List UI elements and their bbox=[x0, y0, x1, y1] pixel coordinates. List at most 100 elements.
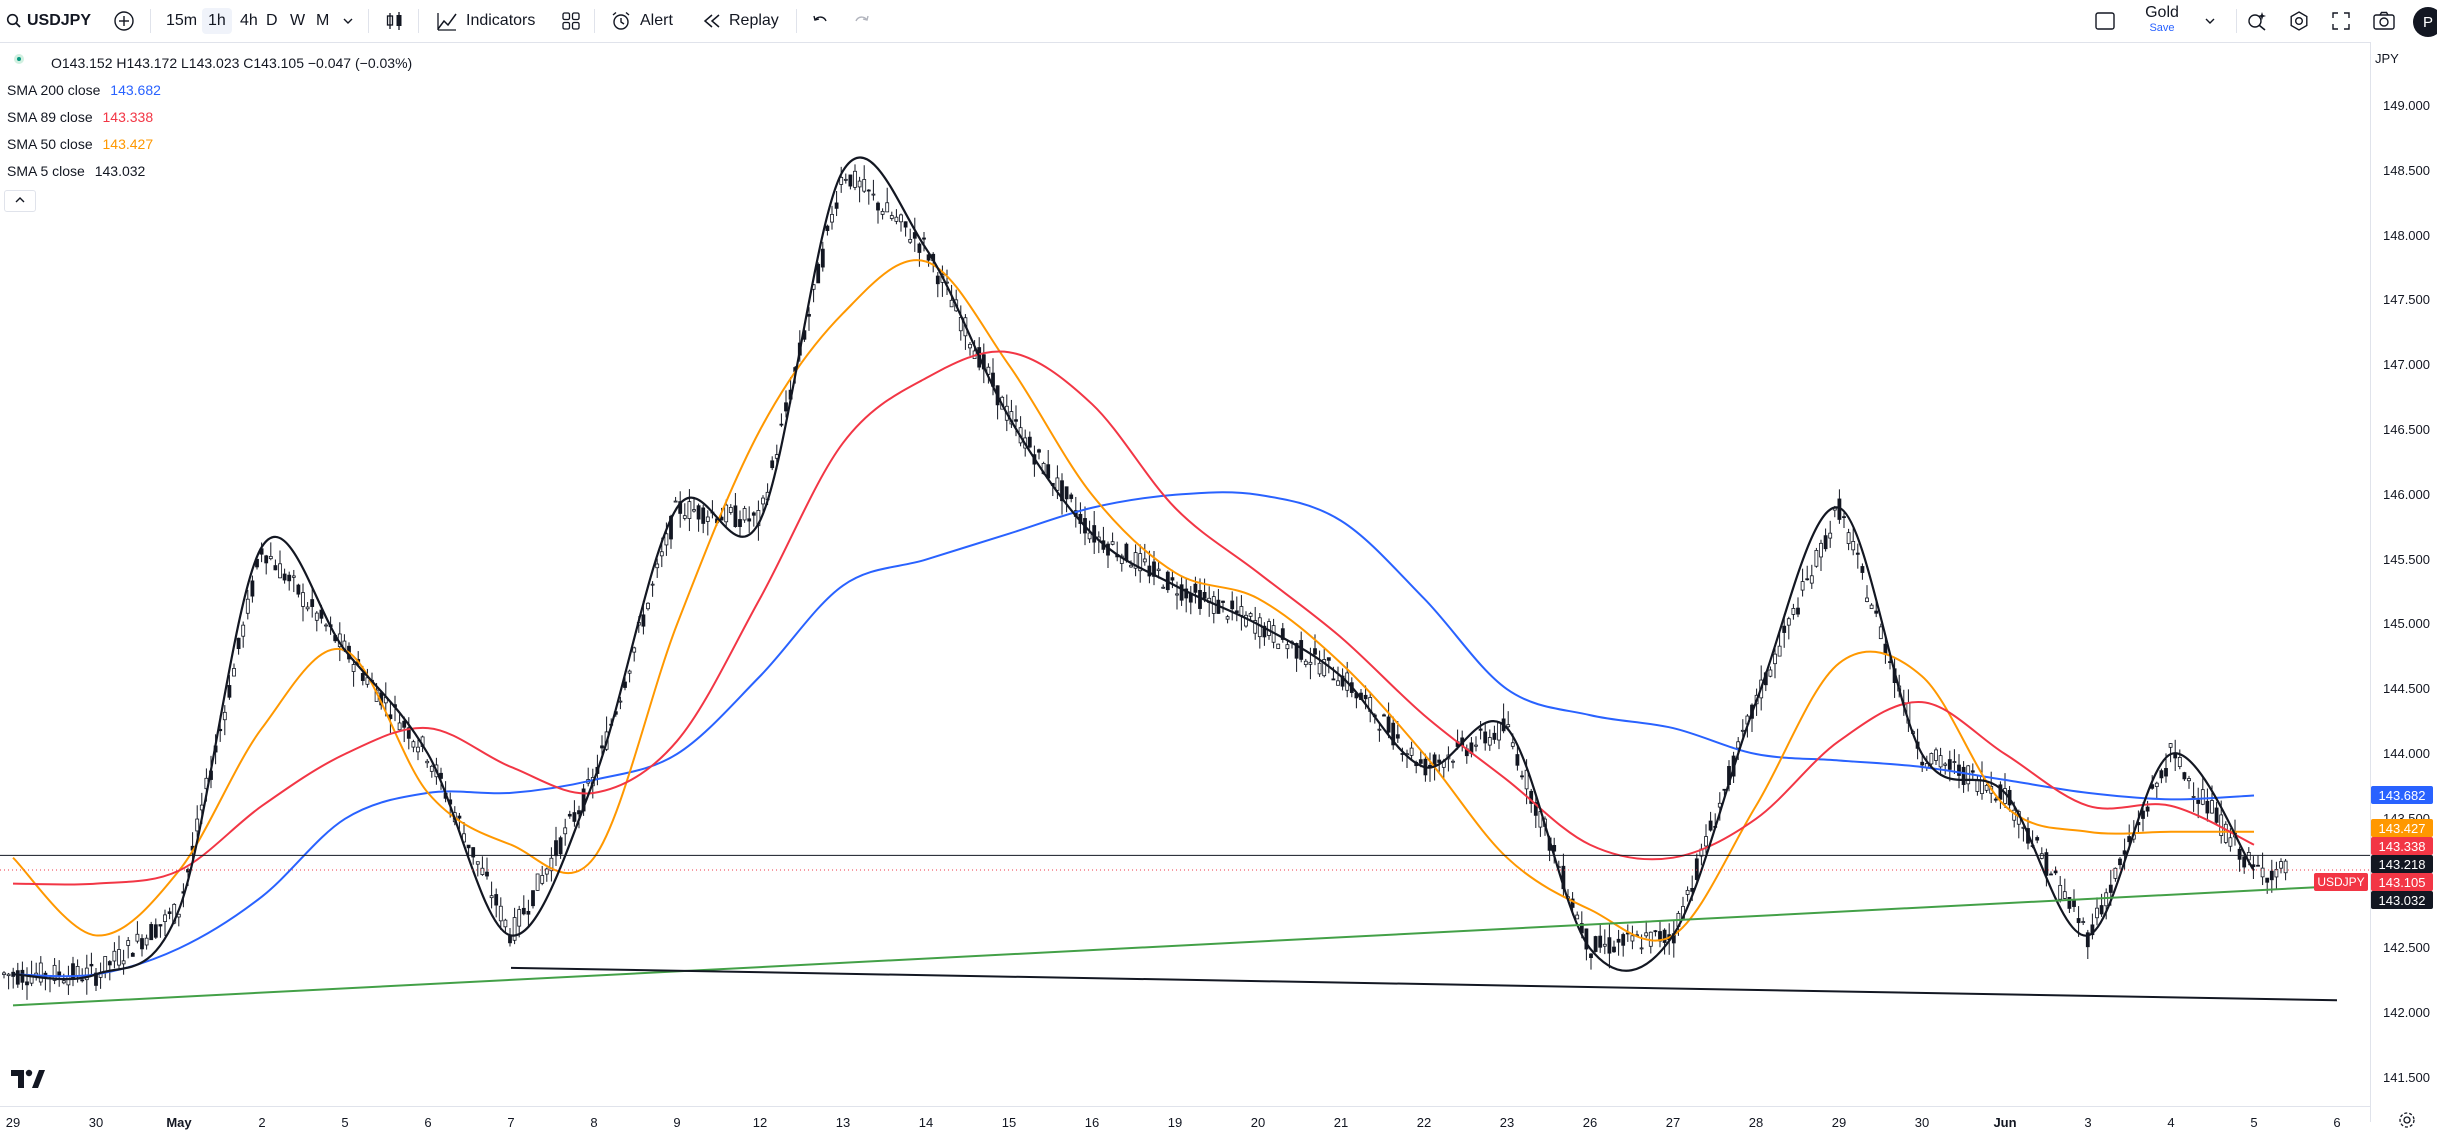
interval-dropdown[interactable] bbox=[342, 0, 354, 42]
indicators-button[interactable]: Indicators bbox=[436, 0, 535, 42]
interval-1h[interactable]: 1h bbox=[202, 0, 232, 42]
candle-body bbox=[1064, 486, 1069, 500]
candle-body bbox=[351, 664, 356, 672]
candle-body bbox=[655, 563, 660, 569]
candle-body bbox=[535, 873, 540, 891]
market-status-dot[interactable] bbox=[14, 54, 24, 64]
candle-body bbox=[2035, 837, 2040, 841]
candle-body bbox=[705, 516, 710, 522]
series-line-sma-200-close[interactable] bbox=[12, 491, 2255, 978]
candle-body bbox=[1704, 836, 1708, 847]
candle-body bbox=[1198, 589, 1202, 609]
candle-body bbox=[1437, 759, 1442, 763]
templates-button[interactable] bbox=[560, 0, 582, 42]
interval-15m[interactable]: 15m bbox=[160, 0, 203, 42]
candle-body bbox=[2053, 870, 2058, 874]
price-chart[interactable] bbox=[0, 42, 2370, 1106]
candle-body bbox=[899, 214, 903, 223]
time-axis[interactable]: 29 30 May 2 5 6 7 8 9 12 13 14 15 16 19 20 21 22 23 26 27 28 2… bbox=[0, 1106, 2370, 1139]
trendline-falling-support[interactable] bbox=[510, 966, 2338, 1002]
candle-body bbox=[563, 827, 568, 835]
study-sma-50[interactable]: SMA 50 close 143.427 bbox=[7, 136, 153, 152]
layout-dropdown[interactable] bbox=[2204, 0, 2216, 42]
candle-body bbox=[664, 533, 669, 546]
layout-checkbox[interactable] bbox=[2094, 0, 2116, 42]
candle-body bbox=[1184, 588, 1189, 599]
candle-body bbox=[2242, 856, 2247, 868]
candle-body bbox=[1970, 770, 1975, 773]
price-tick-label: 145.000 bbox=[2383, 616, 2430, 632]
undo-button[interactable] bbox=[810, 0, 830, 42]
price-tick-label: 144.500 bbox=[2383, 681, 2430, 697]
trendline-rising-support[interactable] bbox=[12, 885, 2338, 1007]
candle-body bbox=[1303, 660, 1308, 665]
candle-body bbox=[508, 935, 512, 944]
interval-4h[interactable]: 4h bbox=[234, 0, 264, 42]
replay-button[interactable]: Replay bbox=[702, 0, 779, 42]
axis-settings-button[interactable] bbox=[2397, 1110, 2417, 1135]
candle-body bbox=[296, 584, 301, 595]
study-sma-5[interactable]: SMA 5 close 143.032 bbox=[7, 163, 145, 179]
currency-label[interactable]: JPY bbox=[2375, 51, 2399, 66]
settings-button[interactable] bbox=[2288, 0, 2310, 42]
legend-collapse-button[interactable] bbox=[4, 190, 36, 212]
snapshot-button[interactable] bbox=[2372, 0, 2396, 42]
gear-icon bbox=[2288, 10, 2310, 32]
candle-body bbox=[457, 815, 462, 819]
candle-body bbox=[1492, 732, 1497, 740]
study-sma-200[interactable]: SMA 200 close 143.682 bbox=[7, 82, 161, 98]
fullscreen-button[interactable] bbox=[2331, 0, 2351, 42]
candle-body bbox=[1952, 761, 1957, 763]
candle-body bbox=[1382, 714, 1386, 717]
chevron-up-icon bbox=[14, 194, 26, 208]
candle-body bbox=[2214, 807, 2219, 823]
candle-body bbox=[1487, 737, 1492, 746]
chevron-down-icon bbox=[342, 15, 354, 27]
candle-body bbox=[2228, 837, 2233, 847]
candle-body bbox=[1616, 938, 1621, 943]
candle-body bbox=[2283, 860, 2288, 874]
alert-button[interactable]: Alert bbox=[610, 0, 673, 42]
tradingview-logo[interactable] bbox=[10, 1068, 46, 1095]
candle-body bbox=[360, 673, 365, 681]
quick-search-button[interactable] bbox=[2246, 0, 2268, 42]
candle-body bbox=[1869, 604, 1874, 609]
candle-body bbox=[1961, 766, 1966, 785]
time-tick-label: 9 bbox=[673, 1115, 681, 1130]
interval-d[interactable]: D bbox=[260, 0, 284, 42]
candle-body bbox=[416, 746, 420, 753]
interval-15m-label: 15m bbox=[166, 12, 198, 29]
study-name: SMA 89 close bbox=[7, 109, 93, 125]
candle-body bbox=[489, 895, 494, 899]
interval-m[interactable]: M bbox=[310, 0, 335, 42]
study-sma-89[interactable]: SMA 89 close 143.338 bbox=[7, 109, 153, 125]
interval-w[interactable]: W bbox=[284, 0, 311, 42]
candle-body bbox=[1285, 644, 1290, 650]
candle-body bbox=[857, 180, 862, 188]
candle-body bbox=[816, 263, 821, 284]
layout-name-button[interactable]: Gold Save bbox=[2140, 4, 2184, 38]
candle-body bbox=[1138, 553, 1143, 572]
redo-button[interactable] bbox=[852, 0, 872, 42]
candle-body bbox=[678, 501, 683, 514]
price-axis[interactable]: 149.000 148.500 148.000 147.500 147.000 146.5… bbox=[2370, 42, 2437, 1122]
time-tick-label: 12 bbox=[752, 1115, 768, 1130]
candle-body bbox=[2099, 905, 2104, 915]
symbol-search[interactable]: USDJPY bbox=[6, 0, 91, 42]
candle-body bbox=[549, 857, 554, 872]
series-line-sma-89-close[interactable] bbox=[12, 350, 2255, 886]
candle-body bbox=[1230, 600, 1235, 610]
candle-body bbox=[1814, 550, 1819, 567]
price-tick-label: 142.000 bbox=[2383, 1005, 2430, 1021]
compare-button[interactable] bbox=[112, 0, 136, 42]
series-line-sma-5-close[interactable] bbox=[12, 156, 2255, 981]
candle-body bbox=[112, 950, 117, 962]
candle-body bbox=[1768, 669, 1773, 677]
save-label: Save bbox=[2149, 22, 2175, 34]
avatar[interactable]: P bbox=[2413, 7, 2437, 37]
series-line-sma-50-close[interactable] bbox=[12, 259, 2254, 942]
candle-body bbox=[1878, 626, 1883, 640]
chart-type-button[interactable] bbox=[384, 0, 406, 42]
redo-icon bbox=[852, 11, 872, 31]
candle-body bbox=[687, 501, 692, 519]
